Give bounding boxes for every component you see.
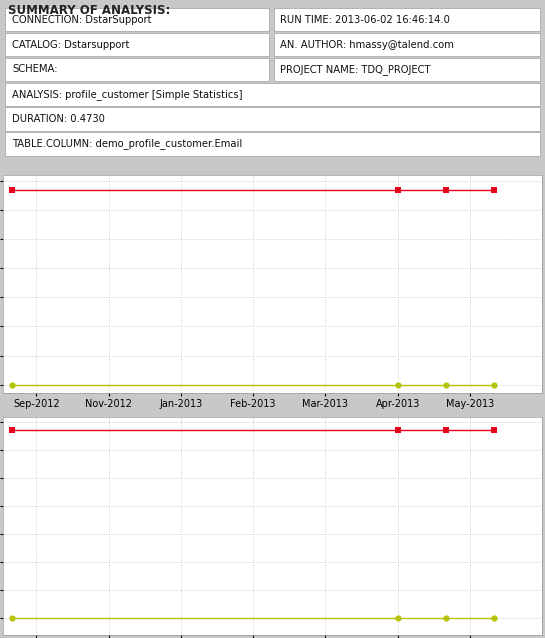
Text: RUN TIME: 2013-06-02 16:46:14.0: RUN TIME: 2013-06-02 16:46:14.0: [280, 15, 450, 25]
Point: [441, 424, 450, 434]
Point: [490, 613, 499, 623]
Point: [8, 613, 17, 623]
Bar: [5, 132, 540, 156]
Point: [8, 380, 17, 390]
Point: [441, 613, 450, 623]
Bar: [5, 107, 540, 131]
Bar: [274, 33, 540, 56]
Point: [8, 424, 17, 434]
Text: CONNECTION: DstarSupport: CONNECTION: DstarSupport: [12, 15, 152, 25]
Bar: [5, 57, 269, 81]
Point: [441, 380, 450, 390]
Legend: Blank Count, Duplicate Count: Blank Count, Duplicate Count: [167, 436, 378, 454]
Text: PROJECT NAME: TDQ_PROJECT: PROJECT NAME: TDQ_PROJECT: [280, 64, 431, 75]
Point: [490, 424, 499, 434]
Point: [393, 380, 402, 390]
Text: SUMMARY OF ANALYSIS:: SUMMARY OF ANALYSIS:: [8, 4, 171, 17]
Text: DURATION: 0.4730: DURATION: 0.4730: [12, 114, 105, 124]
Point: [393, 613, 402, 623]
Bar: [5, 82, 540, 106]
Point: [490, 185, 499, 195]
Bar: [5, 33, 269, 56]
Bar: [274, 8, 540, 31]
Text: CATALOG: Dstarsupport: CATALOG: Dstarsupport: [12, 40, 129, 50]
Text: TABLE.COLUMN: demo_profile_customer.Email: TABLE.COLUMN: demo_profile_customer.Emai…: [12, 138, 242, 149]
Text: SCHEMA:: SCHEMA:: [12, 64, 57, 75]
Point: [490, 380, 499, 390]
Text: ANALYSIS: profile_customer [Simple Statistics]: ANALYSIS: profile_customer [Simple Stati…: [12, 89, 243, 100]
Point: [8, 185, 17, 195]
Bar: [274, 57, 540, 81]
Bar: [5, 8, 269, 31]
Text: AN. AUTHOR: hmassy@talend.com: AN. AUTHOR: hmassy@talend.com: [280, 40, 454, 50]
Point: [393, 424, 402, 434]
Point: [441, 185, 450, 195]
Point: [393, 185, 402, 195]
